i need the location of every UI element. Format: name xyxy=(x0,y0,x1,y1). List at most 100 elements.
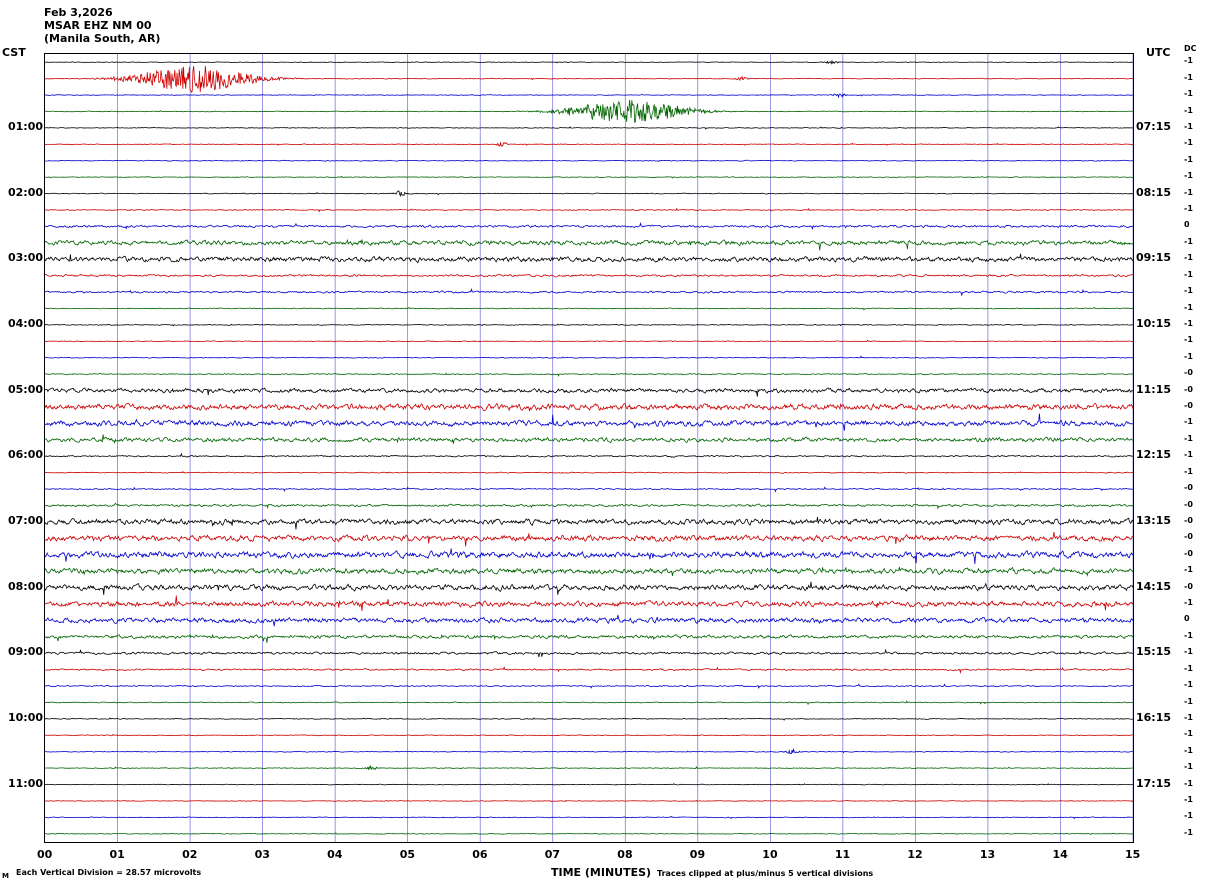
trace-line xyxy=(45,614,1133,627)
trace-line xyxy=(45,159,1133,163)
seismogram-canvas xyxy=(45,54,1133,842)
x-axis-tick: 00 xyxy=(37,848,53,861)
right-time-tick: 10:15 xyxy=(1136,316,1172,330)
trace-line xyxy=(45,717,1133,721)
right-time-tick: 09:15 xyxy=(1136,251,1172,265)
left-time-tick: 08:00 xyxy=(8,579,44,593)
trace-line xyxy=(45,207,1133,213)
trace-line xyxy=(45,733,1133,737)
trace-line xyxy=(45,531,1133,547)
right-time-tick: 13:15 xyxy=(1136,513,1172,527)
dc-value: -1 xyxy=(1184,630,1193,640)
trace-line xyxy=(45,323,1133,327)
header-station: MSAR EHZ NM 00 xyxy=(44,19,152,32)
dc-value: -1 xyxy=(1184,187,1193,197)
x-axis-tick: 08 xyxy=(617,848,633,861)
grid-lines xyxy=(117,54,1133,842)
dc-value: -0 xyxy=(1184,401,1193,410)
dc-column-label: DC xyxy=(1184,44,1197,53)
trace-group xyxy=(45,59,1133,836)
left-time-tick: 10:00 xyxy=(8,710,44,724)
dc-value: -1 xyxy=(1184,811,1193,821)
right-time-tick: 12:15 xyxy=(1136,448,1172,462)
dc-value: -1 xyxy=(1184,89,1193,98)
trace-line xyxy=(45,783,1133,786)
trace-line xyxy=(45,633,1133,643)
left-time-tick: 07:00 xyxy=(8,513,44,527)
x-axis-tick: 06 xyxy=(472,848,488,861)
dc-value: -1 xyxy=(1184,663,1193,673)
dc-value: -1 xyxy=(1184,56,1193,66)
dc-value: -1 xyxy=(1184,696,1193,706)
trace-line xyxy=(45,93,1133,99)
trace-line xyxy=(45,581,1133,595)
x-axis-title: TIME (MINUTES) xyxy=(551,866,652,879)
dc-value: -0 xyxy=(1184,581,1193,591)
trace-line xyxy=(45,253,1133,264)
left-time-tick: 04:00 xyxy=(8,316,44,330)
dc-value: -1 xyxy=(1184,712,1193,722)
x-axis-tick: 03 xyxy=(254,848,270,861)
right-time-tick: 07:15 xyxy=(1136,119,1172,133)
right-axis-label: UTC xyxy=(1146,46,1171,59)
dc-value: -1 xyxy=(1184,121,1193,131)
trace-line xyxy=(45,832,1133,836)
left-time-tick: 06:00 xyxy=(8,448,44,462)
x-axis-tick: 10 xyxy=(762,848,778,861)
trace-line xyxy=(45,799,1133,803)
trace-line xyxy=(45,273,1133,278)
trace-line xyxy=(45,190,1133,197)
vertical-division-note: Each Vertical Division = 28.57 microvolt… xyxy=(16,868,202,877)
dc-value: -1 xyxy=(1184,729,1193,739)
vertical-division-marker: M xyxy=(2,872,9,880)
left-time-tick: 01:00 xyxy=(8,119,44,133)
trace-line xyxy=(45,413,1133,431)
trace-line xyxy=(45,683,1133,690)
dc-value: 0 xyxy=(1184,220,1190,230)
dc-value: -1 xyxy=(1184,745,1193,755)
dc-value: -1 xyxy=(1184,105,1193,115)
x-axis-tick: 01 xyxy=(109,848,125,861)
right-time-tick: 08:15 xyxy=(1136,185,1172,199)
seismogram-plot xyxy=(44,53,1134,843)
trace-line xyxy=(45,306,1133,311)
trace-line xyxy=(45,747,1133,755)
dc-value: -1 xyxy=(1184,647,1193,657)
dc-value: -1 xyxy=(1184,680,1193,689)
dc-value: -0 xyxy=(1184,368,1193,378)
trace-line xyxy=(45,648,1133,658)
left-time-tick: 02:00 xyxy=(8,185,44,199)
trace-line xyxy=(45,486,1133,493)
trace-line xyxy=(45,222,1133,231)
dc-value: -0 xyxy=(1184,384,1193,394)
trace-line xyxy=(45,99,1133,124)
trace-line xyxy=(45,175,1133,179)
dc-value: -1 xyxy=(1184,253,1193,263)
dc-value: -1 xyxy=(1184,269,1193,279)
dc-value: -0 xyxy=(1184,548,1193,558)
x-axis-tick: 09 xyxy=(689,848,706,861)
trace-line xyxy=(45,387,1133,397)
dc-value: -1 xyxy=(1184,466,1193,476)
x-axis-tick: 07 xyxy=(544,848,560,861)
dc-value: -1 xyxy=(1184,762,1193,772)
trace-line xyxy=(45,65,1133,93)
trace-line xyxy=(45,288,1133,297)
trace-line xyxy=(45,470,1133,474)
dc-value: -1 xyxy=(1184,778,1193,788)
dc-value: -1 xyxy=(1184,138,1193,148)
trace-line xyxy=(45,517,1133,530)
trace-line xyxy=(45,815,1133,820)
trace-line xyxy=(45,372,1133,377)
trace-line xyxy=(45,452,1133,458)
dc-value: -1 xyxy=(1184,72,1193,82)
trace-line xyxy=(45,141,1133,147)
dc-value: -1 xyxy=(1184,204,1193,213)
x-axis-tick: 14 xyxy=(1052,848,1068,861)
dc-value: 0 xyxy=(1184,614,1190,624)
left-time-tick: 11:00 xyxy=(8,776,44,790)
trace-line xyxy=(45,666,1133,674)
x-axis-tick: 15 xyxy=(1125,848,1141,861)
dc-value: -1 xyxy=(1184,598,1193,607)
